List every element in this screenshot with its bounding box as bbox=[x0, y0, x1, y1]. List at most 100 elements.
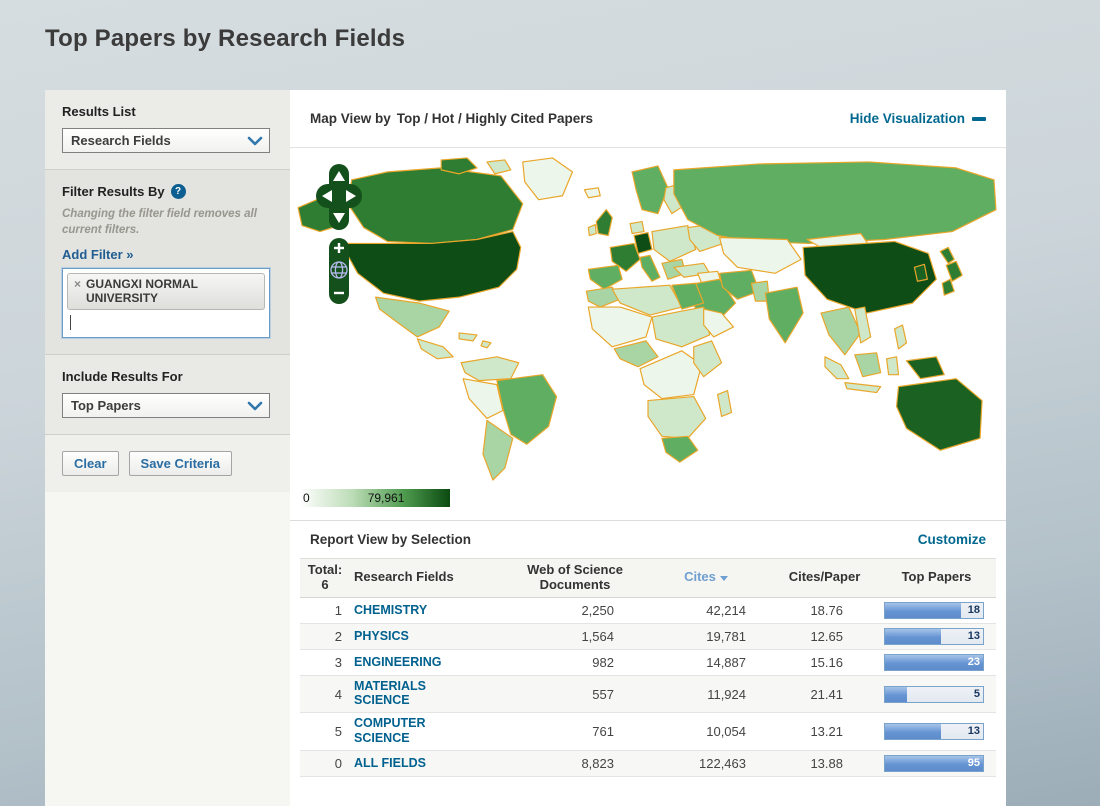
top-papers-bar: 23 bbox=[884, 653, 984, 671]
filter-results-label: Filter Results By bbox=[62, 184, 165, 199]
minus-icon bbox=[972, 116, 986, 121]
column-header-cites-per-paper[interactable]: Cites/Paper bbox=[788, 569, 861, 585]
column-header-cites[interactable]: Cites bbox=[640, 566, 772, 589]
map-view-title-prefix: Map View by bbox=[310, 111, 391, 126]
table-row: 1 CHEMISTRY 2,250 42,214 18.76 18 bbox=[300, 597, 996, 624]
field-link[interactable]: PHYSICS bbox=[354, 629, 409, 644]
map-region-oceania[interactable] bbox=[895, 378, 983, 451]
map-region-asia[interactable] bbox=[673, 161, 997, 394]
field-link[interactable]: ALL FIELDS bbox=[354, 756, 426, 771]
sort-descending-icon bbox=[719, 575, 728, 581]
remove-filter-icon[interactable]: × bbox=[74, 277, 82, 292]
hide-visualization-label: Hide Visualization bbox=[849, 111, 965, 126]
hide-visualization-link[interactable]: Hide Visualization bbox=[850, 111, 986, 126]
cites-per-paper-cell: 13.21 bbox=[810, 723, 843, 739]
results-list-selected-value: Research Fields bbox=[71, 133, 171, 148]
top-papers-bar: 95 bbox=[884, 754, 984, 772]
chevron-down-icon bbox=[247, 136, 263, 145]
results-list-section: Results List Research Fields bbox=[45, 90, 290, 170]
column-header-wos-documents[interactable]: Web of Science Documents bbox=[527, 562, 623, 592]
table-row: 3 ENGINEERING 982 14,887 15.16 23 bbox=[300, 649, 996, 676]
zoom-in-icon bbox=[334, 243, 344, 253]
cites-per-paper-cell: 18.76 bbox=[810, 602, 843, 618]
total-header: Total: 6 bbox=[307, 562, 343, 592]
map-view-title: Map View by Top / Hot / Highly Cited Pape… bbox=[310, 111, 593, 126]
map-area: 0 79,961 bbox=[290, 148, 1006, 520]
report-header: Report View by Selection Customize bbox=[290, 520, 1006, 558]
zoom-control[interactable] bbox=[329, 238, 349, 304]
field-link[interactable]: CHEMISTRY bbox=[354, 603, 428, 618]
wos-documents-cell: 1,564 bbox=[581, 628, 614, 644]
rank-cell: 1 bbox=[334, 602, 342, 618]
table-row: 4 MATERIALS SCIENCE 557 11,924 21.41 5 bbox=[300, 675, 996, 714]
world-map[interactable] bbox=[290, 152, 1006, 492]
cites-cell: 11,924 bbox=[707, 686, 746, 702]
actions-section: Clear Save Criteria bbox=[45, 435, 290, 493]
map-region-north-america[interactable] bbox=[297, 157, 574, 360]
cites-cell: 10,054 bbox=[706, 723, 746, 739]
table-header-row: Total: 6 Research Fields Web of Science … bbox=[300, 558, 996, 598]
add-filter-link[interactable]: Add Filter » bbox=[62, 247, 134, 263]
filter-input-area[interactable]: × GUANGXI NORMAL UNIVERSITY bbox=[62, 268, 270, 339]
top-papers-bar: 13 bbox=[884, 627, 984, 645]
save-criteria-button[interactable]: Save Criteria bbox=[128, 451, 233, 477]
pan-up-icon bbox=[333, 171, 345, 181]
include-results-selected-value: Top Papers bbox=[71, 398, 141, 414]
map-region-europe[interactable] bbox=[583, 165, 725, 290]
include-results-label: Include Results For bbox=[62, 369, 183, 385]
page-title: Top Papers by Research Fields bbox=[45, 25, 406, 52]
rank-cell: 3 bbox=[334, 654, 342, 670]
results-list-select[interactable]: Research Fields bbox=[62, 128, 270, 153]
cites-header-label: Cites bbox=[684, 569, 716, 585]
wos-documents-cell: 2,250 bbox=[581, 602, 614, 618]
table-row: 2 PHYSICS 1,564 19,781 12.65 13 bbox=[300, 623, 996, 650]
map-region-south-america[interactable] bbox=[460, 356, 558, 481]
legend-min-value: 0 bbox=[303, 491, 310, 505]
results-table: Total: 6 Research Fields Web of Science … bbox=[300, 558, 996, 777]
report-view-title: Report View by Selection bbox=[310, 532, 472, 547]
cites-cell: 42,214 bbox=[706, 602, 746, 618]
filter-section: Filter Results By ? Changing the filter … bbox=[45, 170, 290, 356]
wos-documents-cell: 761 bbox=[592, 723, 614, 739]
sidebar: Results List Research Fields Filter Resu… bbox=[45, 90, 290, 806]
table-row: 5 COMPUTER SCIENCE 761 10,054 13.21 13 bbox=[300, 713, 996, 751]
map-region-africa[interactable] bbox=[585, 282, 735, 463]
field-link[interactable]: COMPUTER SCIENCE bbox=[354, 716, 426, 745]
cites-per-paper-cell: 12.65 bbox=[810, 628, 843, 644]
cites-per-paper-cell: 13.88 bbox=[810, 755, 843, 771]
text-cursor bbox=[70, 315, 71, 331]
rank-cell: 5 bbox=[334, 723, 342, 739]
filter-tag: × GUANGXI NORMAL UNIVERSITY bbox=[67, 273, 265, 311]
rank-cell: 2 bbox=[334, 628, 342, 644]
rank-cell: 0 bbox=[334, 755, 342, 771]
cites-cell: 19,781 bbox=[706, 628, 746, 644]
pan-right-icon bbox=[346, 190, 356, 202]
field-link[interactable]: ENGINEERING bbox=[354, 655, 442, 670]
table-row: 0 ALL FIELDS 8,823 122,463 13.88 95 bbox=[300, 750, 996, 777]
column-header-top-papers[interactable]: Top Papers bbox=[901, 569, 972, 585]
cites-cell: 122,463 bbox=[699, 755, 746, 771]
chevron-down-icon bbox=[247, 401, 263, 410]
top-papers-bar: 13 bbox=[884, 722, 984, 740]
top-papers-bar: 5 bbox=[884, 685, 984, 703]
include-results-select[interactable]: Top Papers bbox=[62, 393, 270, 419]
cites-per-paper-cell: 21.41 bbox=[810, 686, 843, 702]
column-header-research-fields[interactable]: Research Fields bbox=[354, 569, 454, 585]
clear-button[interactable]: Clear bbox=[62, 451, 119, 477]
customize-link[interactable]: Customize bbox=[917, 532, 986, 547]
help-icon[interactable]: ? bbox=[170, 184, 186, 199]
wos-documents-cell: 557 bbox=[592, 686, 614, 702]
rank-cell: 4 bbox=[334, 686, 342, 702]
legend-max-value: 79,961 bbox=[367, 491, 405, 505]
include-results-section: Include Results For Top Papers bbox=[45, 355, 290, 436]
top-papers-bar: 18 bbox=[884, 601, 984, 619]
globe-icon bbox=[330, 261, 348, 279]
field-link[interactable]: MATERIALS SCIENCE bbox=[354, 678, 426, 708]
pan-control[interactable] bbox=[316, 164, 362, 230]
wos-documents-cell: 8,823 bbox=[581, 755, 614, 771]
main-panel: Map View by Top / Hot / Highly Cited Pape… bbox=[290, 90, 1006, 806]
pan-down-icon bbox=[333, 213, 345, 223]
cites-per-paper-cell: 15.16 bbox=[810, 654, 843, 670]
map-header: Map View by Top / Hot / Highly Cited Pape… bbox=[290, 90, 1006, 148]
filter-note: Changing the filter field removes all cu… bbox=[62, 208, 257, 236]
